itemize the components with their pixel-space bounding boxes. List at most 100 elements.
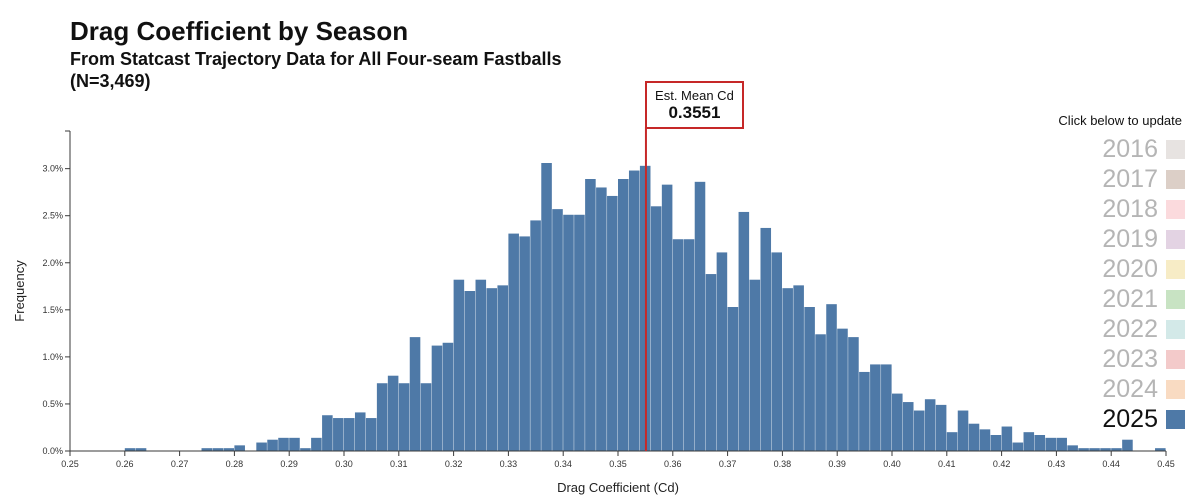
legend-item-2025[interactable]: 2025	[1010, 404, 1185, 434]
chart-subtitle: From Statcast Trajectory Data for All Fo…	[70, 49, 562, 69]
histogram-bar	[716, 252, 728, 451]
histogram-bar	[333, 418, 344, 451]
histogram-bar	[771, 252, 782, 451]
histogram-bar	[935, 404, 947, 451]
histogram-bar	[552, 209, 563, 451]
histogram-bar	[135, 448, 147, 451]
histogram-bar	[1078, 448, 1089, 451]
x-tick-label: 0.36	[664, 459, 682, 469]
mean-label: Est. Mean Cd	[655, 88, 734, 103]
legend-item-2024[interactable]: 2024	[1010, 374, 1185, 404]
histogram-bar	[782, 288, 793, 451]
x-tick-label: 0.32	[445, 459, 463, 469]
histogram-bar	[902, 402, 914, 451]
histogram-bar	[486, 288, 498, 451]
legend-label: 2024	[1102, 375, 1158, 403]
histogram-bar	[1045, 437, 1056, 451]
y-tick-label: 1.0%	[42, 352, 63, 362]
histogram-bar	[650, 206, 662, 451]
x-tick-label: 0.38	[774, 459, 792, 469]
histogram-bar	[464, 291, 476, 451]
x-tick-label: 0.44	[1102, 459, 1120, 469]
legend-label: 2023	[1102, 345, 1158, 373]
histogram-bar	[1155, 448, 1166, 451]
histogram-bar	[738, 211, 750, 451]
histogram-bar	[924, 399, 936, 451]
histogram-bar	[1122, 439, 1133, 451]
x-tick-label: 0.45	[1157, 459, 1175, 469]
histogram-bar	[946, 432, 958, 451]
chart-sample-size: (N=3,469)	[70, 71, 151, 91]
mean-value: 0.3551	[668, 103, 721, 122]
legend-item-2023[interactable]: 2023	[1010, 344, 1185, 374]
histogram-bar	[212, 448, 224, 451]
legend-label: 2022	[1102, 315, 1158, 343]
histogram-bar	[431, 345, 443, 451]
histogram-bar	[848, 337, 859, 451]
x-tick-label: 0.34	[554, 459, 572, 469]
histogram-bar	[234, 445, 245, 451]
legend-swatch	[1166, 139, 1185, 159]
histogram-bar	[892, 393, 903, 451]
histogram-bar	[628, 170, 640, 451]
legend-swatch	[1166, 349, 1185, 369]
y-tick-label: 1.5%	[42, 305, 63, 315]
legend-item-2016[interactable]: 2016	[1010, 134, 1185, 164]
legend-swatch	[1166, 409, 1185, 429]
histogram-bar	[968, 423, 980, 451]
x-tick-label: 0.41	[938, 459, 956, 469]
histogram-bar	[1012, 442, 1024, 451]
legend-item-2018[interactable]: 2018	[1010, 194, 1185, 224]
x-axis-label: Drag Coefficient (Cd)	[557, 480, 679, 495]
histogram-bar	[596, 187, 607, 451]
legend-swatch	[1166, 379, 1185, 399]
histogram-bar	[541, 163, 552, 451]
histogram-bar	[1023, 432, 1035, 451]
x-tick-label: 0.37	[719, 459, 737, 469]
histogram-bar	[815, 334, 826, 451]
axes-group: 0.0% 0.5% 1.0% 1.5% 2.0% 2.5% 3.0% 0.25 0.26 0.27…	[12, 127, 1175, 495]
histogram-bar	[837, 328, 848, 451]
chart-title: Drag Coefficient by Season	[70, 16, 409, 46]
histogram-bar	[563, 214, 574, 451]
histogram-bar	[442, 342, 454, 451]
legend-item-2022[interactable]: 2022	[1010, 314, 1185, 344]
x-tick-label: 0.43	[1048, 459, 1066, 469]
histogram-bar	[957, 410, 969, 451]
legend-item-2017[interactable]: 2017	[1010, 164, 1185, 194]
y-tick-label: 3.0%	[42, 164, 63, 174]
histogram-bar	[453, 279, 465, 451]
histogram-bar	[1100, 448, 1111, 451]
x-tick-label: 0.26	[116, 459, 134, 469]
histogram-bar	[881, 364, 892, 451]
histogram-bar	[289, 437, 300, 451]
x-tick-label: 0.30	[335, 459, 353, 469]
x-tick-label: 0.39	[828, 459, 846, 469]
histogram-bar	[365, 418, 377, 451]
legend-swatch	[1166, 319, 1185, 339]
x-tick-label: 0.28	[226, 459, 244, 469]
histogram-bar	[683, 239, 695, 451]
legend-item-2019[interactable]: 2019	[1010, 224, 1185, 254]
legend-item-2020[interactable]: 2020	[1010, 254, 1185, 284]
histogram-bar	[727, 307, 739, 451]
histogram-bar	[311, 437, 322, 451]
histogram-bar	[124, 448, 136, 451]
histogram-bar	[705, 274, 717, 451]
legend-item-2021[interactable]: 2021	[1010, 284, 1185, 314]
histogram-bar	[1034, 435, 1046, 451]
histogram-bar	[398, 383, 410, 451]
x-tick-label: 0.27	[171, 459, 189, 469]
histogram-bar	[607, 195, 618, 451]
y-tick-label: 2.5%	[42, 211, 63, 221]
legend-label: 2016	[1102, 135, 1158, 163]
histogram-bar	[990, 435, 1002, 451]
legend-label: 2017	[1102, 165, 1158, 193]
histogram-bar	[870, 364, 881, 451]
histogram-bar	[804, 307, 815, 451]
histogram-bar	[201, 448, 213, 451]
histogram-bar	[826, 304, 837, 451]
y-tick-label: 0.0%	[42, 446, 63, 456]
legend-label: 2018	[1102, 195, 1158, 223]
